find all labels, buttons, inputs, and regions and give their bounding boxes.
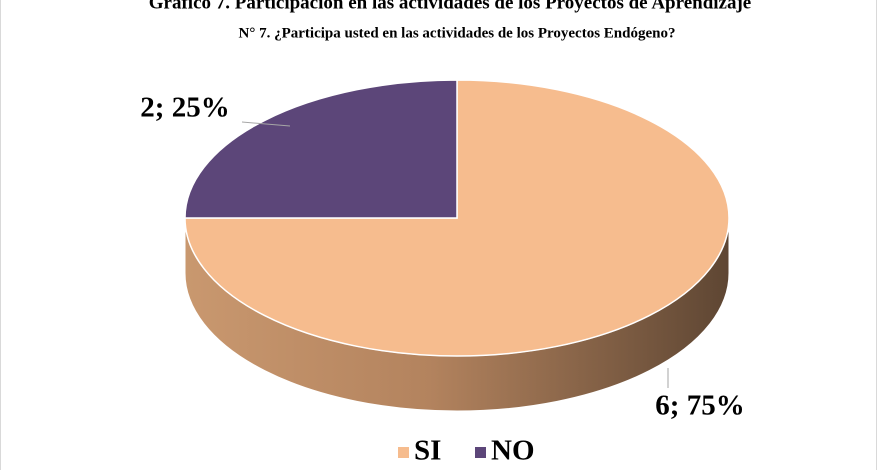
data-label: 2; 25% <box>140 92 229 124</box>
leader-line <box>241 121 291 127</box>
chart-subtitle: N° 7. ¿Participa usted en las actividade… <box>239 25 676 41</box>
legend-label: NO <box>491 435 535 467</box>
legend-swatch <box>475 447 486 458</box>
legend-swatch <box>398 447 409 458</box>
legend-label: SI <box>414 435 441 467</box>
data-label: 6; 75% <box>655 390 744 422</box>
slice <box>184 79 730 357</box>
chart-title: Gráfico 7. Participación en las activida… <box>149 0 751 13</box>
slice <box>184 79 458 219</box>
